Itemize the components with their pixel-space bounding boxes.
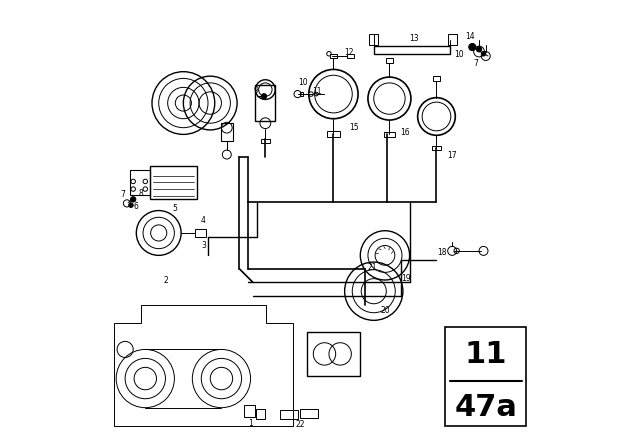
Text: 21: 21 — [367, 263, 377, 272]
Text: 11: 11 — [465, 340, 507, 369]
Bar — [300, 409, 318, 418]
Bar — [195, 229, 206, 237]
Text: 7: 7 — [120, 190, 125, 199]
Text: 19: 19 — [401, 274, 411, 283]
Circle shape — [481, 52, 486, 56]
Text: 7: 7 — [473, 59, 478, 68]
Bar — [433, 76, 440, 81]
Text: 5: 5 — [172, 204, 177, 213]
Text: 20: 20 — [380, 306, 390, 314]
Bar — [130, 170, 150, 195]
Bar — [369, 34, 378, 45]
Bar — [300, 92, 303, 96]
Text: 15: 15 — [349, 123, 359, 132]
Circle shape — [476, 47, 482, 52]
Bar — [221, 123, 233, 141]
Text: 3: 3 — [201, 241, 206, 250]
Bar — [307, 332, 360, 376]
Bar — [374, 46, 450, 54]
Bar — [255, 85, 275, 121]
Text: 2: 2 — [163, 276, 168, 284]
Bar — [327, 131, 340, 137]
Bar — [432, 146, 441, 150]
Text: 10: 10 — [454, 50, 464, 59]
Text: 47a: 47a — [454, 393, 517, 422]
Text: 10: 10 — [298, 78, 308, 87]
Bar — [445, 327, 526, 426]
Circle shape — [468, 43, 476, 51]
Text: 17: 17 — [447, 151, 457, 160]
Text: 16: 16 — [400, 128, 410, 137]
Bar — [383, 132, 396, 137]
Text: 1: 1 — [248, 419, 253, 428]
Bar — [387, 58, 392, 63]
Text: 11: 11 — [312, 87, 322, 96]
Text: 12: 12 — [344, 48, 354, 57]
Text: 14: 14 — [465, 32, 475, 41]
Bar — [347, 54, 354, 58]
Text: 18: 18 — [437, 248, 447, 257]
Circle shape — [129, 203, 133, 207]
Text: 13: 13 — [409, 34, 419, 43]
Bar — [280, 410, 298, 419]
Circle shape — [261, 94, 267, 99]
Circle shape — [308, 92, 314, 96]
Text: 4: 4 — [201, 216, 206, 225]
Text: 8: 8 — [138, 190, 143, 198]
Bar — [448, 34, 457, 45]
Bar — [261, 139, 270, 143]
Bar — [244, 405, 255, 417]
Text: 9: 9 — [253, 86, 259, 95]
Text: 22: 22 — [295, 420, 305, 429]
Circle shape — [131, 197, 136, 202]
Bar — [330, 54, 337, 58]
Text: 6: 6 — [134, 202, 139, 211]
Bar — [150, 166, 197, 199]
Bar — [256, 409, 265, 419]
